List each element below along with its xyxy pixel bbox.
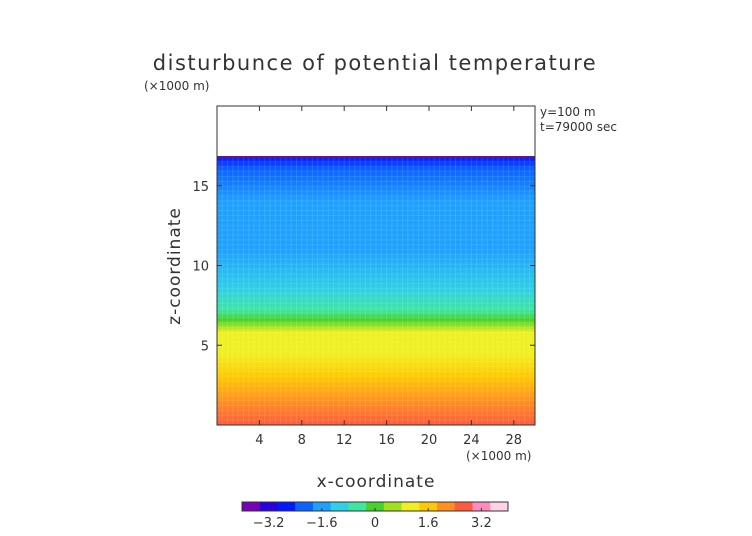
scale-note: (×1000 m) [144,79,209,93]
colorbar-swatch [401,502,420,511]
annotation-y: y=100 m [540,105,596,119]
colorbar-swatch [419,502,438,511]
colorbar-swatch [437,502,456,511]
x-tick-label: 28 [506,433,523,448]
chart-title: disturbunce of potential temperature [153,51,597,75]
x-unit-note: (×1000 m) [466,449,531,463]
y-tick-label: 10 [192,260,209,275]
x-tick-label: 24 [463,433,480,448]
colorbar-swatch [490,502,509,511]
x-tick-label: 4 [255,433,263,448]
colorbar-swatch [366,502,385,511]
x-tick-label: 12 [336,433,353,448]
annotation-t: t=79000 sec [540,120,617,134]
x-tick-label: 16 [378,433,395,448]
y-axis: 5 10 15 [192,180,535,354]
x-axis: 4 8 12 16 20 24 28 [255,106,522,448]
colorbar-swatch [312,502,332,511]
y-tick-label: 5 [201,339,209,354]
colorbar-swatch [472,502,491,511]
colorbar-tick-label: 1.6 [418,516,439,531]
colorbar-swatch [330,502,349,511]
colorbar-swatch [295,502,314,511]
colorbar-swatch [454,502,474,511]
y-tick-label: 15 [192,180,209,195]
colorbar-tick-label: 3.2 [471,516,492,531]
colorbar: −3.2 −1.6 0 1.6 3.2 [241,501,509,531]
colorbar-tick-label: −1.6 [306,516,338,531]
plot-area [217,156,535,426]
y-axis-label: z-coordinate [165,207,185,325]
colorbar-swatch [348,502,367,511]
colorbar-swatch [242,502,261,511]
x-tick-label: 8 [298,433,306,448]
colorbar-tick-label: 0 [371,516,379,531]
colorbar-swatch [383,502,403,511]
colorbar-tick-label: −3.2 [253,516,285,531]
contour-field [217,157,535,426]
colorbar-swatch [259,502,278,511]
colorbar-swatch [277,502,296,511]
x-tick-label: 20 [421,433,438,448]
x-axis-label: x-coordinate [317,472,436,492]
